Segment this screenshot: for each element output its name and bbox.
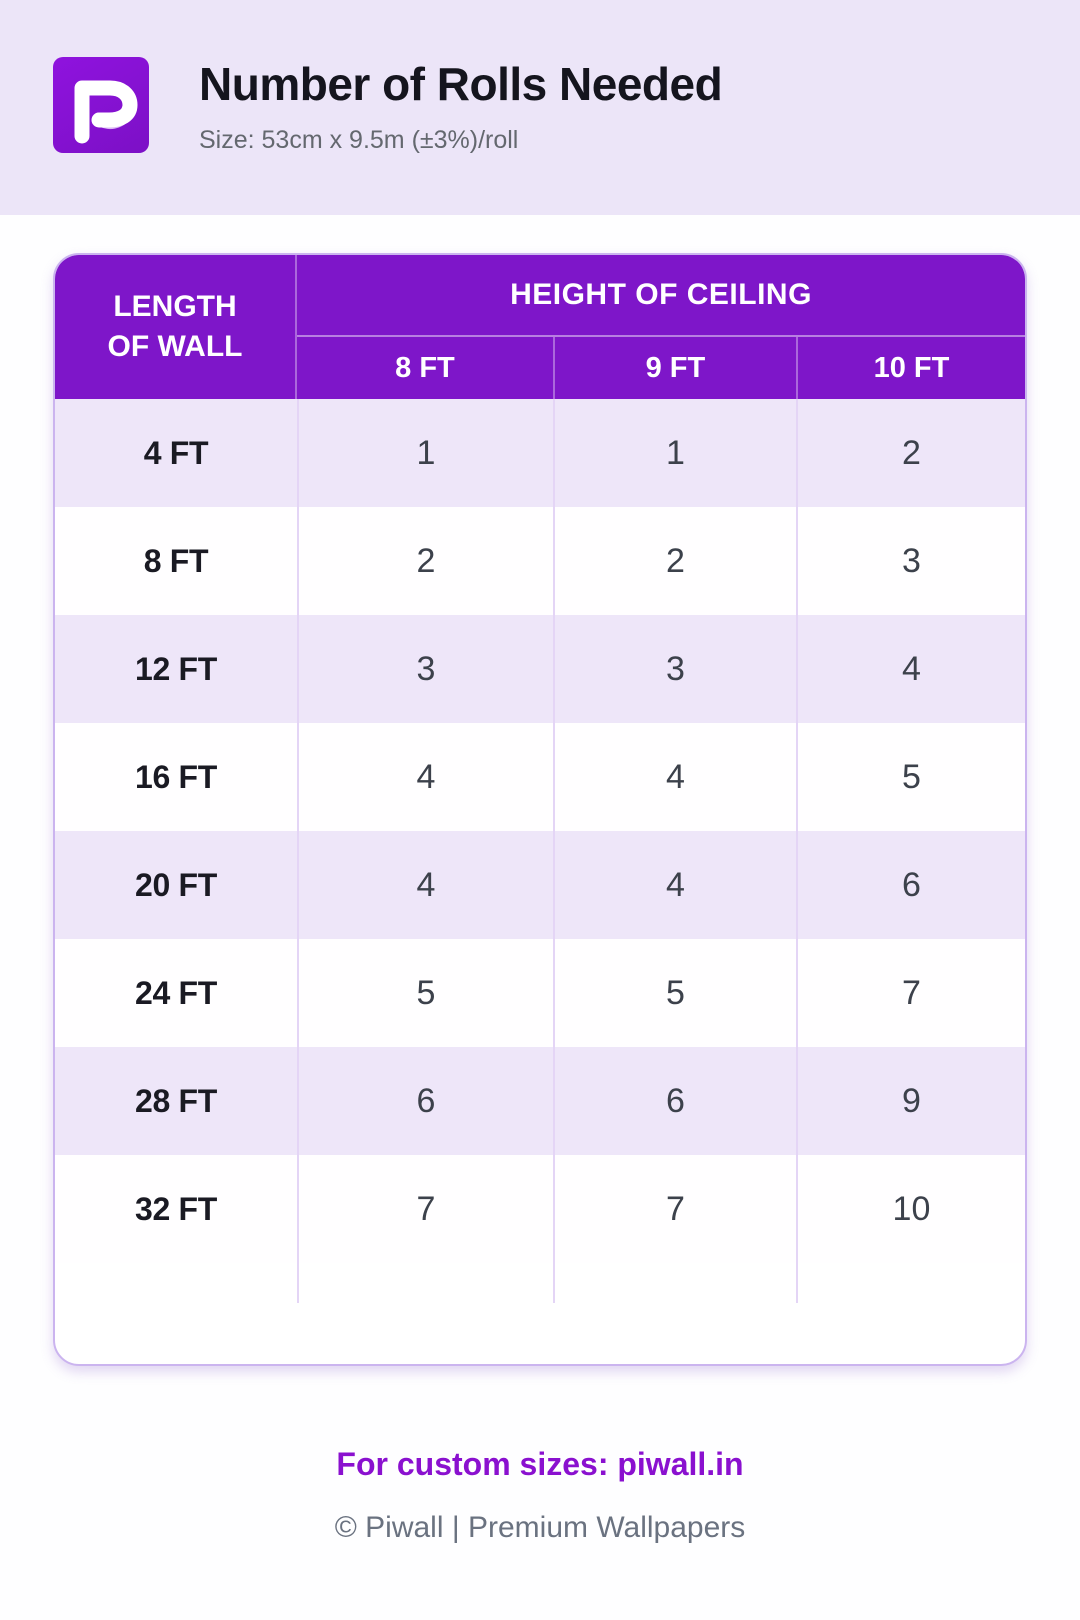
column-header-9ft: 9 FT — [552, 337, 796, 399]
row-label: 8 FT — [55, 507, 297, 615]
cell-value: 3 — [552, 615, 796, 723]
table-footer-spacer — [795, 1263, 1025, 1303]
table-footer-spacer — [297, 1263, 553, 1303]
row-label: 4 FT — [55, 399, 297, 507]
table-footer-spacer — [552, 1263, 796, 1303]
row-label: 16 FT — [55, 723, 297, 831]
title-block: Number of Rolls Needed Size: 53cm x 9.5m… — [199, 57, 723, 155]
cell-value: 1 — [297, 399, 553, 507]
cell-value: 4 — [297, 723, 553, 831]
page-subtitle: Size: 53cm x 9.5m (±3%)/roll — [199, 125, 519, 154]
cell-value: 1 — [552, 399, 796, 507]
cell-value: 7 — [795, 939, 1025, 1047]
custom-sizes-link[interactable]: For custom sizes: piwall.in — [336, 1446, 744, 1482]
row-label: 12 FT — [55, 615, 297, 723]
cell-value: 6 — [795, 831, 1025, 939]
table-footer-spacer — [55, 1263, 297, 1303]
cell-value: 10 — [795, 1155, 1025, 1263]
page-title: Number of Rolls Needed — [199, 58, 723, 110]
column-header-8ft: 8 FT — [297, 337, 553, 399]
copyright-text: © Piwall | Premium Wallpapers — [334, 1511, 746, 1544]
row-label: 28 FT — [55, 1047, 297, 1155]
column-header-10ft: 10 FT — [795, 337, 1025, 399]
cell-value: 7 — [297, 1155, 553, 1263]
row-label: 32 FT — [55, 1155, 297, 1263]
cell-value: 7 — [552, 1155, 796, 1263]
piwall-logo-icon — [53, 57, 149, 153]
logo-p-glyph — [74, 80, 138, 144]
cell-value: 4 — [297, 831, 553, 939]
cell-value: 3 — [297, 615, 553, 723]
cell-value: 4 — [552, 831, 796, 939]
cell-value: 6 — [552, 1047, 796, 1155]
row-label: 24 FT — [55, 939, 297, 1047]
column-group-header-height-of-ceiling: HEIGHT OF CEILING — [297, 255, 1025, 337]
cell-value: 4 — [795, 615, 1025, 723]
cell-value: 2 — [297, 507, 553, 615]
cell-value: 4 — [552, 723, 796, 831]
cell-value: 5 — [552, 939, 796, 1047]
cell-value: 5 — [795, 723, 1025, 831]
rolls-table-card: LENGTH OF WALL HEIGHT OF CEILING 8 FT 9 … — [53, 253, 1027, 1366]
cell-value: 2 — [795, 399, 1025, 507]
rolls-table: LENGTH OF WALL HEIGHT OF CEILING 8 FT 9 … — [55, 255, 1025, 1303]
cell-value: 3 — [795, 507, 1025, 615]
column-header-length-of-wall: LENGTH OF WALL — [55, 255, 297, 399]
cell-value: 2 — [552, 507, 796, 615]
cell-value: 9 — [795, 1047, 1025, 1155]
cell-value: 6 — [297, 1047, 553, 1155]
cell-value: 5 — [297, 939, 553, 1047]
row-label: 20 FT — [55, 831, 297, 939]
header-band: Number of Rolls Needed Size: 53cm x 9.5m… — [0, 0, 1080, 215]
